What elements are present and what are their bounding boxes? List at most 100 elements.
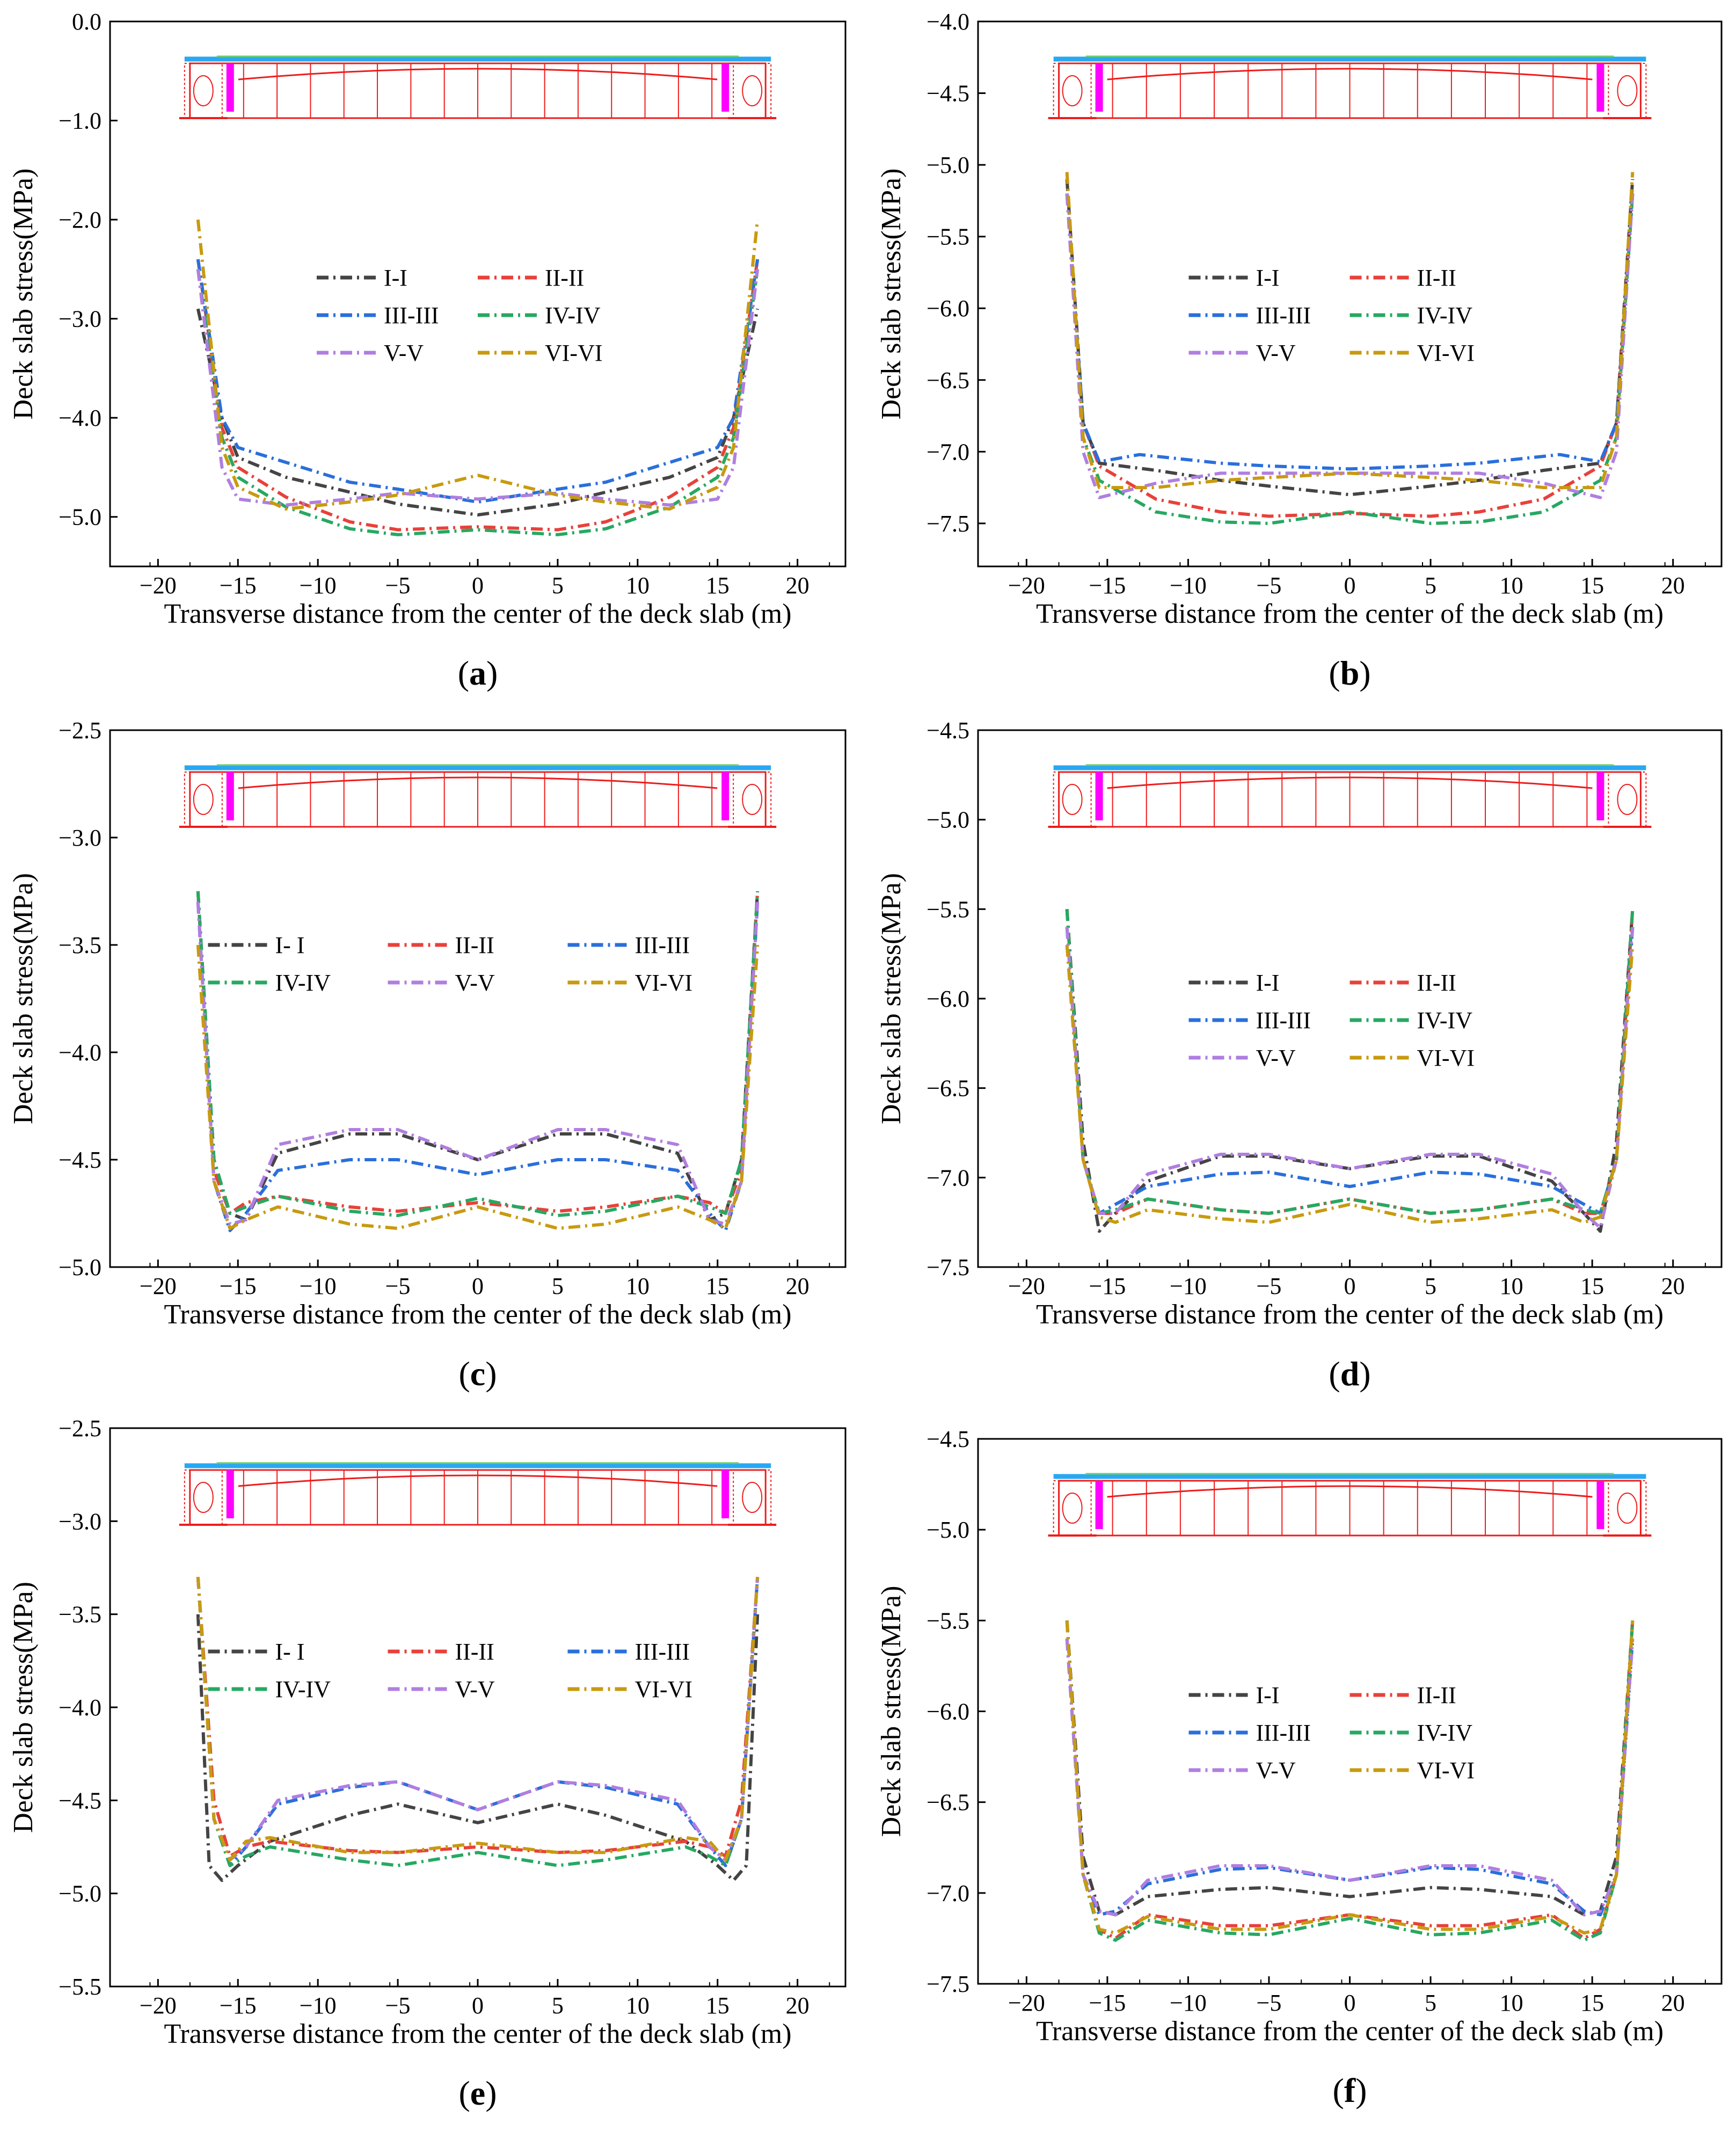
y-tick-label: −5.0: [927, 152, 969, 178]
legend-label: IV-IV: [1417, 1007, 1473, 1034]
x-tick-label: −20: [140, 572, 177, 599]
end-chamber: [1053, 1480, 1092, 1536]
y-tick-label: −6.5: [927, 1789, 969, 1816]
y-tick-label: −7.5: [927, 511, 969, 537]
end-chamber: [733, 1469, 772, 1525]
series-line-VI-VI: [196, 944, 760, 1230]
x-tick-label: 0: [472, 572, 484, 599]
x-tick-label: 10: [1500, 572, 1523, 599]
series-line-III-III: [196, 259, 760, 504]
y-tick-label: −4.0: [927, 9, 969, 35]
y-tick-label: −6.0: [927, 986, 969, 1012]
legend-label: II-II: [545, 265, 584, 291]
series-line-V-V: [1065, 1638, 1635, 1917]
legend-label: III-III: [1256, 1720, 1311, 1746]
y-tick-label: −4.0: [59, 405, 101, 431]
panel-f: −20 −15 −10 −5 0 5 10 15 20 −4.5 −5.0 −5.5 −6.0 −6.5 −…: [876, 1426, 1723, 2109]
x-tick-label: −10: [300, 572, 337, 599]
series-line-V-V: [1065, 927, 1635, 1229]
end-hole: [742, 1482, 763, 1513]
x-tick-label: −5: [1257, 1273, 1282, 1299]
x-tick-label: −15: [1089, 1990, 1126, 2016]
end-chamber: [733, 63, 772, 119]
bearing-plate: [1596, 772, 1604, 820]
legend: I-I II-II III-III IV-IV V-V VI-VI: [1188, 970, 1475, 1071]
legend-label: III-III: [1256, 302, 1311, 329]
x-tick-label: 10: [1500, 1273, 1523, 1299]
arch-rib: [1107, 776, 1593, 789]
end-hole: [1617, 1493, 1638, 1524]
x-tick-label: −15: [220, 1992, 257, 2019]
y-tick-label: −7.0: [927, 439, 969, 465]
panel-label: (d): [1329, 1355, 1370, 1393]
series-line-IV-IV: [196, 891, 760, 1217]
legend-label: III-III: [1256, 1007, 1311, 1034]
x-tick-label: −15: [1089, 572, 1126, 599]
y-tick-label: −3.5: [59, 1602, 101, 1628]
end-chamber: [1053, 772, 1092, 827]
legend-label: IV-IV: [275, 1676, 331, 1702]
x-tick-label: 5: [1425, 572, 1436, 599]
legend-label: V-V: [1256, 1045, 1296, 1071]
y-tick-label: −3.0: [59, 1508, 101, 1534]
x-tick-label: 20: [1661, 1273, 1685, 1299]
panel-b: −20 −15 −10 −5 0 5 10 15 20 −4.0 −4.5 −5.0 −5.5 −6.0 −…: [876, 9, 1723, 692]
legend-label: V-V: [455, 970, 495, 996]
y-tick-label: −6.5: [927, 1075, 969, 1102]
x-tick-label: −10: [1170, 1273, 1207, 1299]
legend-label: II-II: [1417, 265, 1456, 291]
legend-label: I-I: [1256, 970, 1280, 996]
legend: I-I II-II III-III IV-IV V-V VI-VI: [1188, 1682, 1475, 1784]
series-line-III-III: [1065, 1638, 1635, 1917]
legend-label: IV-IV: [275, 970, 331, 996]
bearing-plate: [226, 772, 234, 820]
y-tick-label: −7.5: [927, 1254, 969, 1280]
series-line-II-II: [196, 259, 760, 532]
series-line-VI-VI: [1065, 172, 1635, 490]
series-line-III-III: [1065, 927, 1635, 1215]
y-tick-label: −2.0: [59, 207, 101, 233]
x-tick-label: −5: [385, 1992, 411, 2019]
x-tick-label: 15: [1580, 572, 1604, 599]
cross-section-inset: [179, 1462, 777, 1526]
series-line-V-V: [1065, 193, 1635, 499]
legend: I- I II-II III-III IV-IV V-V VI-VI: [208, 932, 692, 996]
x-tick-label: 10: [1500, 1990, 1523, 2016]
y-tick-label: −5.5: [927, 224, 969, 250]
y-tick-label: −5.5: [59, 1974, 101, 2000]
legend-label: IV-IV: [1417, 302, 1473, 329]
cross-section-inset: [1048, 55, 1652, 119]
end-hole: [742, 784, 763, 815]
series-line-IV-IV: [196, 268, 760, 536]
x-tick-label: 5: [1425, 1273, 1436, 1299]
y-tick-label: −5.0: [59, 504, 101, 530]
x-tick-label: 0: [472, 1992, 484, 2019]
series-line-IV-IV: [1065, 193, 1635, 525]
panel-d: −20 −15 −10 −5 0 5 10 15 20 −4.5 −5.0 −5.5 −6.0 −6.5 −…: [876, 717, 1723, 1393]
y-tick-label: −1.0: [59, 108, 101, 134]
legend-label: VI-VI: [545, 340, 603, 366]
legend-label: III-III: [635, 932, 690, 958]
arch-rib: [1107, 68, 1593, 81]
x-tick-label: 20: [786, 1273, 809, 1299]
y-tick-label: −4.0: [59, 1694, 101, 1721]
y-tick-label: −5.5: [927, 896, 969, 922]
legend-label: I-I: [1256, 1682, 1280, 1708]
legend-label: VI-VI: [1417, 1757, 1475, 1784]
bearing-plate: [1095, 772, 1103, 820]
bearing-plate: [1095, 63, 1103, 112]
x-tick-label: −5: [1257, 1990, 1282, 2016]
x-tick-label: 0: [1344, 1273, 1356, 1299]
panel-label: (f): [1333, 2071, 1367, 2109]
legend-label: V-V: [455, 1676, 495, 1702]
series-line-I-I: [196, 1614, 760, 1882]
end-chamber: [1608, 1480, 1647, 1536]
legend-label: V-V: [1256, 1757, 1296, 1784]
end-chamber: [1608, 772, 1647, 827]
y-tick-label: −3.5: [59, 932, 101, 958]
series-line-VI-VI: [196, 219, 760, 511]
arch-rib: [238, 776, 718, 789]
bearing-plate: [721, 63, 730, 112]
series-line-I-I: [1065, 179, 1635, 497]
